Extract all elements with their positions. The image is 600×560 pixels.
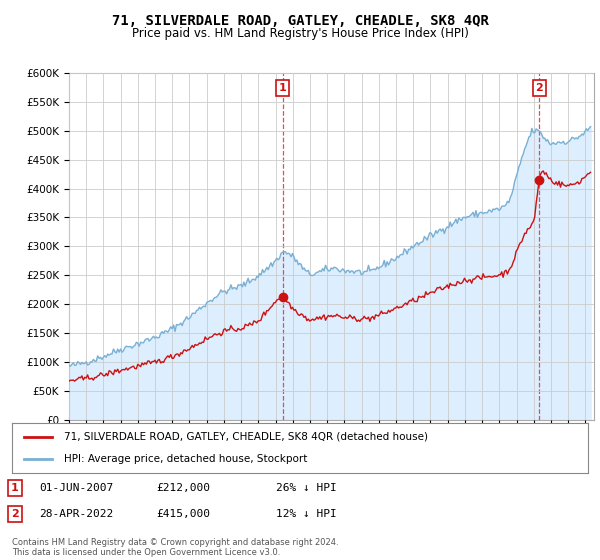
Text: 2: 2 <box>535 83 543 93</box>
Text: 1: 1 <box>11 483 19 493</box>
Text: 2: 2 <box>11 509 19 519</box>
Text: £415,000: £415,000 <box>156 509 210 519</box>
Text: 71, SILVERDALE ROAD, GATLEY, CHEADLE, SK8 4QR (detached house): 71, SILVERDALE ROAD, GATLEY, CHEADLE, SK… <box>64 432 428 442</box>
Text: 01-JUN-2007: 01-JUN-2007 <box>39 483 113 493</box>
Text: 71, SILVERDALE ROAD, GATLEY, CHEADLE, SK8 4QR: 71, SILVERDALE ROAD, GATLEY, CHEADLE, SK… <box>112 14 488 28</box>
Text: Contains HM Land Registry data © Crown copyright and database right 2024.
This d: Contains HM Land Registry data © Crown c… <box>12 538 338 557</box>
Text: HPI: Average price, detached house, Stockport: HPI: Average price, detached house, Stoc… <box>64 454 307 464</box>
Text: 1: 1 <box>279 83 287 93</box>
Text: 28-APR-2022: 28-APR-2022 <box>39 509 113 519</box>
Text: 26% ↓ HPI: 26% ↓ HPI <box>276 483 337 493</box>
Text: 12% ↓ HPI: 12% ↓ HPI <box>276 509 337 519</box>
Text: £212,000: £212,000 <box>156 483 210 493</box>
Text: Price paid vs. HM Land Registry's House Price Index (HPI): Price paid vs. HM Land Registry's House … <box>131 27 469 40</box>
